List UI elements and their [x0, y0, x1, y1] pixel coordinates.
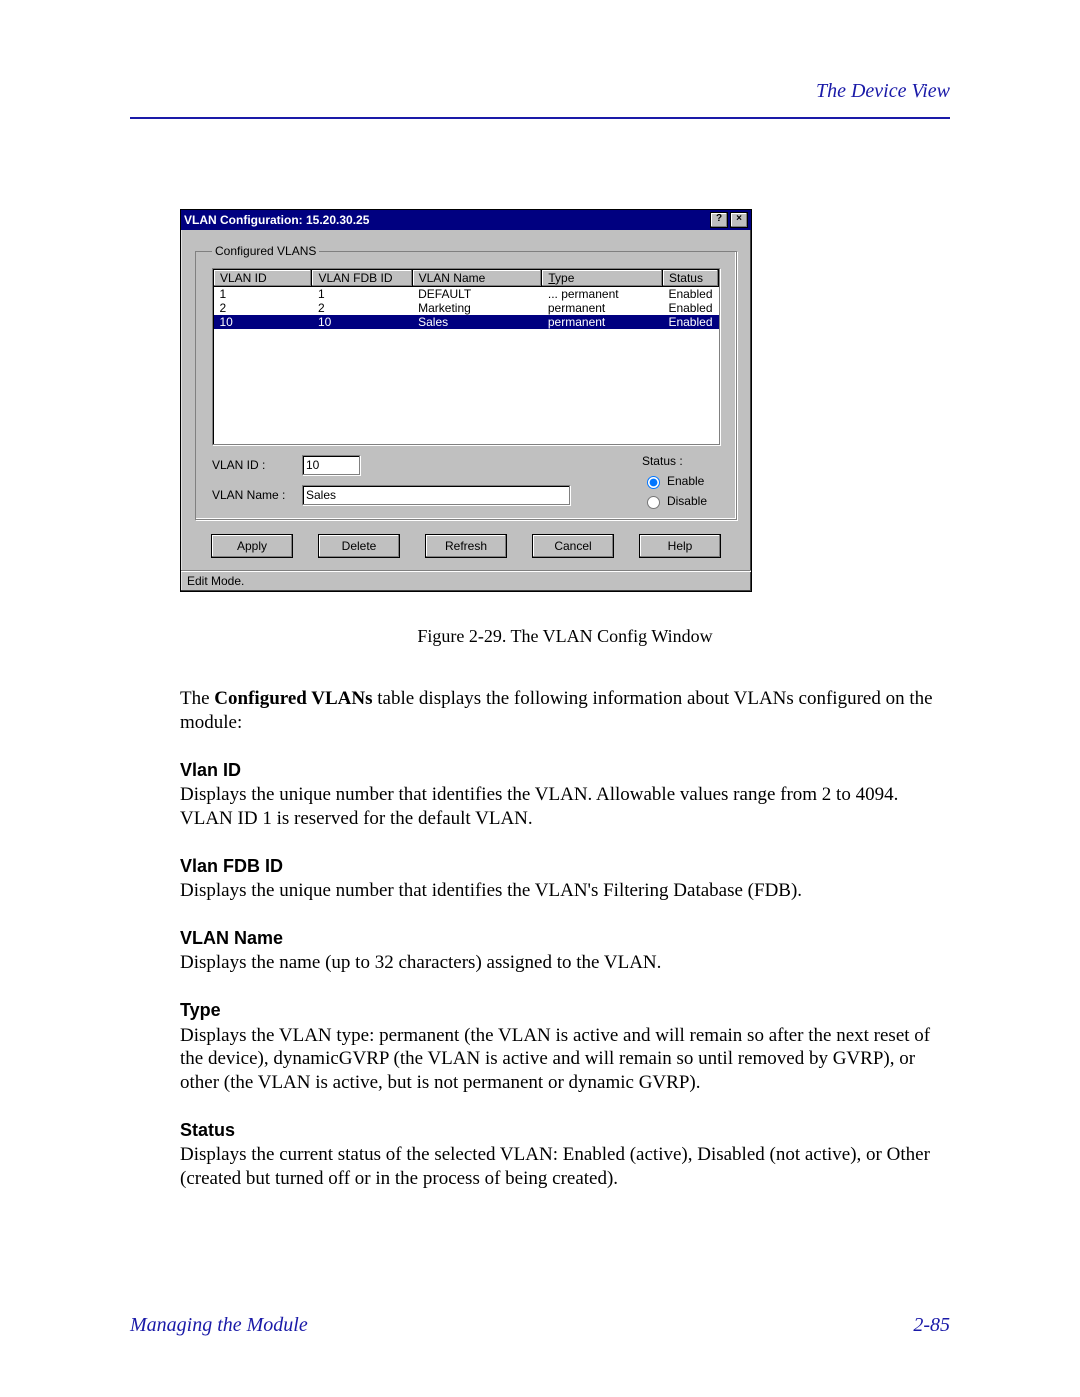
table-cell: 1	[214, 287, 312, 302]
footer-left: Managing the Module	[130, 1314, 308, 1337]
table-cell: 10	[312, 315, 412, 329]
table-cell: 1	[312, 287, 412, 302]
footer-right: 2-85	[913, 1314, 950, 1337]
vlan-name-input[interactable]	[302, 485, 570, 505]
dialog-statusbar: Edit Mode.	[181, 570, 751, 591]
figure-container: VLAN Configuration: 15.20.30.25 ? × Conf…	[180, 209, 950, 647]
column-header[interactable]: VLAN FDB ID	[312, 270, 412, 287]
table-cell: Enabled	[662, 315, 718, 329]
table-cell: ... permanent	[542, 287, 663, 302]
status-enable-label: Enable	[667, 471, 704, 491]
vlan-name-label: VLAN Name :	[212, 488, 302, 502]
table-cell: permanent	[542, 301, 663, 315]
intro-pre: The	[180, 688, 214, 709]
section-heading-vlan-name: VLAN Name	[180, 927, 950, 950]
status-disable-radio[interactable]	[647, 496, 660, 509]
dialog-title: VLAN Configuration: 15.20.30.25	[184, 213, 369, 227]
group-legend: Configured VLANS	[212, 244, 319, 258]
section-text-status: Displays the current status of the selec…	[180, 1143, 950, 1191]
section-text-vlan-id: Displays the unique number that identifi…	[180, 783, 950, 831]
button-row: Apply Delete Refresh Cancel Help	[195, 530, 737, 564]
table-row[interactable]: 11DEFAULT... permanentEnabled	[214, 287, 719, 302]
table-cell: Enabled	[662, 301, 718, 315]
delete-button[interactable]: Delete	[318, 534, 400, 558]
column-header[interactable]: VLAN ID	[214, 270, 312, 287]
apply-button[interactable]: Apply	[211, 534, 293, 558]
vlan-id-input[interactable]	[302, 455, 360, 475]
section-heading-vlan-id: Vlan ID	[180, 759, 950, 782]
section-text-type: Displays the VLAN type: permanent (the V…	[180, 1024, 950, 1095]
section-heading-status: Status	[180, 1119, 950, 1142]
status-group: Status : Enable Disable	[642, 451, 707, 511]
section-text-vlan-fdb-id: Displays the unique number that identifi…	[180, 879, 950, 903]
column-header[interactable]: VLAN Name	[412, 270, 542, 287]
refresh-button[interactable]: Refresh	[425, 534, 507, 558]
table-row[interactable]: 22MarketingpermanentEnabled	[214, 301, 719, 315]
figure-caption: Figure 2-29. The VLAN Config Window	[180, 626, 950, 647]
table-cell: DEFAULT	[412, 287, 542, 302]
status-label: Status :	[642, 451, 707, 471]
intro-paragraph: The Configured VLANs table displays the …	[180, 687, 950, 735]
vlan-config-dialog: VLAN Configuration: 15.20.30.25 ? × Conf…	[180, 209, 752, 592]
close-icon[interactable]: ×	[730, 212, 748, 228]
table-cell: 2	[214, 301, 312, 315]
running-header: The Device View	[130, 80, 950, 103]
table-cell: permanent	[542, 315, 663, 329]
section-text-vlan-name: Displays the name (up to 32 characters) …	[180, 951, 950, 975]
table-cell: 2	[312, 301, 412, 315]
table-cell: 10	[214, 315, 312, 329]
section-heading-vlan-fdb-id: Vlan FDB ID	[180, 855, 950, 878]
table-row[interactable]: 1010SalespermanentEnabled	[214, 315, 719, 329]
intro-bold: Configured VLANs	[214, 688, 372, 709]
dialog-titlebar[interactable]: VLAN Configuration: 15.20.30.25 ? ×	[181, 210, 751, 230]
configured-vlans-group: Configured VLANS VLAN IDVLAN FDB IDVLAN …	[195, 244, 737, 520]
status-enable-radio[interactable]	[647, 476, 660, 489]
section-heading-type: Type	[180, 999, 950, 1022]
help-icon[interactable]: ?	[710, 212, 728, 228]
header-rule	[130, 117, 950, 119]
column-header[interactable]: Type	[542, 270, 663, 287]
vlan-id-label: VLAN ID :	[212, 458, 302, 472]
status-disable-label: Disable	[667, 491, 707, 511]
vlan-listview[interactable]: VLAN IDVLAN FDB IDVLAN NameTypeStatus 11…	[212, 268, 720, 445]
table-cell: Enabled	[662, 287, 718, 302]
table-cell: Marketing	[412, 301, 542, 315]
help-button[interactable]: Help	[639, 534, 721, 558]
table-cell: Sales	[412, 315, 542, 329]
column-header[interactable]: Status	[662, 270, 718, 287]
cancel-button[interactable]: Cancel	[532, 534, 614, 558]
